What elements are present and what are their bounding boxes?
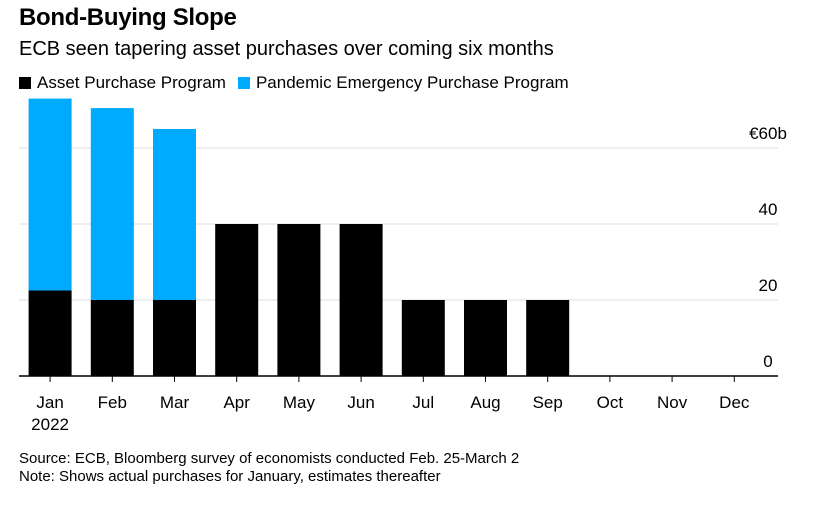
- x-tick-label: Aug: [470, 393, 500, 412]
- bar-pandemic-purchase: [153, 129, 196, 300]
- bar-asset-purchase: [215, 224, 259, 376]
- x-tick-label: Sep: [533, 393, 563, 412]
- chart-footer: Source: ECB, Bloomberg survey of economi…: [19, 450, 519, 486]
- y-tick-label: €60b: [749, 124, 787, 143]
- bar-asset-purchase: [28, 290, 72, 376]
- x-tick-label: Dec: [719, 393, 750, 412]
- bar-asset-purchase: [277, 224, 321, 376]
- legend-swatch-app: [19, 77, 31, 89]
- bar-asset-purchase: [339, 224, 383, 376]
- y-tick-label: 40: [759, 200, 778, 219]
- chart-title: Bond-Buying Slope: [19, 4, 237, 31]
- y-tick-label: 0: [763, 352, 772, 371]
- legend-label-app: Asset Purchase Program: [37, 73, 226, 92]
- x-tick-label: Jun: [347, 393, 374, 412]
- x-tick-label: Jul: [412, 393, 434, 412]
- chart-subtitle: ECB seen tapering asset purchases over c…: [19, 38, 554, 60]
- bar-asset-purchase: [526, 300, 570, 376]
- x-tick-label: Jan: [36, 393, 63, 412]
- x-tick-label: Mar: [160, 393, 190, 412]
- bar-asset-purchase: [401, 300, 445, 376]
- y-tick-label: 20: [759, 276, 778, 295]
- legend-swatch-pepp: [237, 77, 250, 89]
- legend-item-pepp: Pandemic Emergency Purchase Program: [237, 73, 569, 93]
- footnote: Note: Shows actual purchases for January…: [19, 468, 441, 485]
- bar-pandemic-purchase: [28, 98, 72, 291]
- bar-asset-purchase: [90, 300, 134, 376]
- bar-asset-purchase: [153, 300, 196, 376]
- legend-item-app: Asset Purchase Program: [19, 73, 226, 93]
- bar-pandemic-purchase: [90, 108, 134, 300]
- x-tick-label: Apr: [223, 393, 250, 412]
- legend: Asset Purchase Program Pandemic Emergenc…: [19, 72, 581, 94]
- x-tick-label: Feb: [98, 393, 127, 412]
- legend-label-pepp: Pandemic Emergency Purchase Program: [255, 73, 569, 92]
- x-tick-label: Nov: [657, 393, 688, 412]
- x-tick-label: Oct: [597, 393, 624, 412]
- source-note: Source: ECB, Bloomberg survey of economi…: [19, 450, 520, 467]
- x-year-label: 2022: [31, 415, 69, 434]
- x-tick-label: May: [283, 393, 316, 412]
- bar-asset-purchase: [464, 300, 507, 376]
